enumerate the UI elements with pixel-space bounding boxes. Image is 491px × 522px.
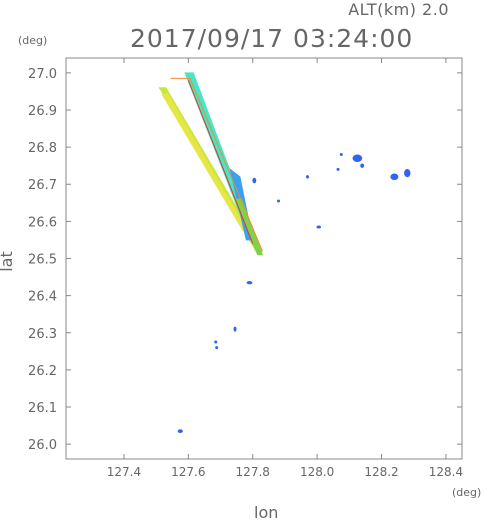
echo-cell [276, 199, 280, 203]
y-tick-label: 26.4 [28, 290, 57, 305]
y-tick-label: 26.2 [28, 364, 57, 379]
y-tick-label: 26.9 [28, 104, 57, 119]
echo-cell [390, 173, 399, 181]
x-tick-label: 127.4 [107, 465, 141, 479]
echo-cell [336, 167, 340, 171]
echo-cell [233, 326, 237, 332]
echo-cell [177, 429, 183, 434]
x-axis-label: lon [254, 503, 279, 522]
echo-cell [404, 169, 411, 178]
echo-cell [316, 225, 321, 229]
y-tick-label: 27.0 [28, 67, 57, 82]
y-tick-label: 26.6 [28, 215, 57, 230]
echo-layer [158, 72, 411, 434]
echo-line [170, 77, 263, 252]
x-axis-unit: (deg) [452, 486, 482, 499]
echo-cell [360, 163, 365, 168]
tick-layer: 127.4 127.6 127.8 128.0 128.2 128.4 26.0 26.1 26… [28, 58, 463, 479]
x-tick-label: 127.6 [171, 465, 205, 479]
y-tick-label: 26.3 [28, 327, 57, 342]
x-tick-label: 128.0 [300, 465, 334, 479]
altitude-label: ALT(km) 2.0 [348, 0, 449, 19]
y-axis-unit: (deg) [18, 34, 48, 47]
echo-cell [352, 154, 363, 162]
y-tick-label: 26.8 [28, 141, 57, 156]
echo-cell [215, 346, 219, 350]
x-tick-label: 128.2 [364, 465, 398, 479]
datetime-title: 2017/09/17 03:24:00 [130, 24, 414, 53]
echo-beam [234, 198, 264, 256]
echo-cell [246, 280, 253, 285]
y-tick-label: 26.7 [28, 178, 57, 193]
y-tick-label: 26.0 [28, 438, 57, 453]
y-tick-label: 26.1 [28, 401, 57, 416]
echo-cell [339, 153, 343, 157]
x-tick-label: 127.8 [236, 465, 270, 479]
plot-frame [65, 57, 463, 460]
echo-cell [214, 340, 218, 344]
echo-cell [252, 177, 257, 184]
y-tick-label: 26.5 [28, 253, 57, 268]
echo-line [187, 80, 254, 244]
x-tick-label: 128.4 [429, 465, 463, 479]
echo-cell [305, 175, 309, 179]
